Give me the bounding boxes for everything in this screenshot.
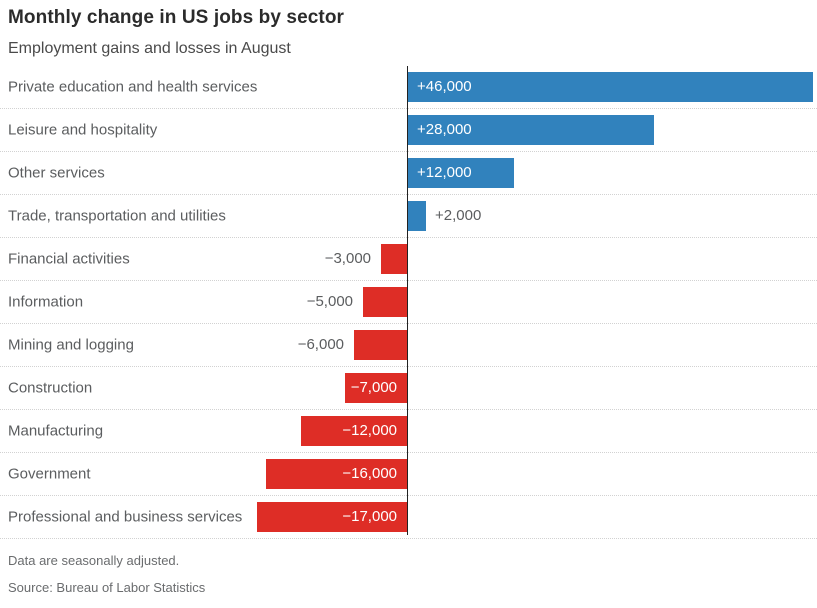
category-label: Other services xyxy=(8,164,105,182)
chart-row: Information −5,000 xyxy=(0,281,817,324)
category-label: Government xyxy=(8,465,91,483)
value-label: +12,000 xyxy=(417,164,472,181)
bar-positive xyxy=(408,158,514,188)
value-label: −16,000 xyxy=(342,465,397,482)
chart-row: Professional and business services −17,00… xyxy=(0,496,817,539)
category-label: Manufacturing xyxy=(8,422,104,440)
chart-row: Mining and logging −6,000 xyxy=(0,324,817,367)
bar-negative xyxy=(345,373,407,403)
chart-row: Trade, transportation and utilities +2,00… xyxy=(0,195,817,238)
chart-card: Monthly change in US jobs by sector Empl… xyxy=(0,7,817,608)
bar-chart: Private education and health services +46… xyxy=(0,66,817,539)
category-label: Construction xyxy=(8,379,93,397)
chart-source: Source: Bureau of Labor Statistics xyxy=(8,580,206,595)
zero-axis-line xyxy=(406,66,408,535)
value-label: −17,000 xyxy=(342,508,397,525)
value-label: −5,000 xyxy=(306,293,353,310)
chart-title: Monthly change in US jobs by sector xyxy=(8,7,345,28)
bar-negative xyxy=(381,244,407,274)
bar-positive xyxy=(408,115,654,145)
chart-row: Government −16,000 xyxy=(0,453,817,496)
category-label: Professional and business services xyxy=(8,508,243,526)
chart-row: Construction −7,000 xyxy=(0,367,817,410)
chart-row: Private education and health services +46… xyxy=(0,66,817,109)
bar-negative xyxy=(257,502,407,532)
bar-positive xyxy=(408,201,426,231)
category-label: Financial activities xyxy=(8,250,130,268)
bar-negative xyxy=(301,416,407,446)
chart-row: Other services +12,000 xyxy=(0,152,817,195)
value-label: +28,000 xyxy=(417,121,472,138)
category-label: Mining and logging xyxy=(8,336,134,354)
category-label: Leisure and hospitality xyxy=(8,121,158,139)
bar-negative xyxy=(354,330,407,360)
value-label: −7,000 xyxy=(350,379,397,396)
chart-subtitle: Employment gains and losses in August xyxy=(8,40,291,57)
value-label: −3,000 xyxy=(324,250,371,267)
value-label: +46,000 xyxy=(417,78,472,95)
value-label: +2,000 xyxy=(435,207,482,224)
bar-negative xyxy=(266,459,407,489)
chart-row: Manufacturing −12,000 xyxy=(0,410,817,453)
category-label: Trade, transportation and utilities xyxy=(8,207,226,225)
chart-row: Leisure and hospitality +28,000 xyxy=(0,109,817,152)
category-label: Information xyxy=(8,293,84,311)
chart-row: Financial activities −3,000 xyxy=(0,238,817,281)
bar-positive xyxy=(408,72,813,102)
chart-footnote: Data are seasonally adjusted. xyxy=(8,553,180,568)
value-label: −6,000 xyxy=(297,336,344,353)
bar-negative xyxy=(363,287,407,317)
category-label: Private education and health services xyxy=(8,78,258,96)
value-label: −12,000 xyxy=(342,422,397,439)
